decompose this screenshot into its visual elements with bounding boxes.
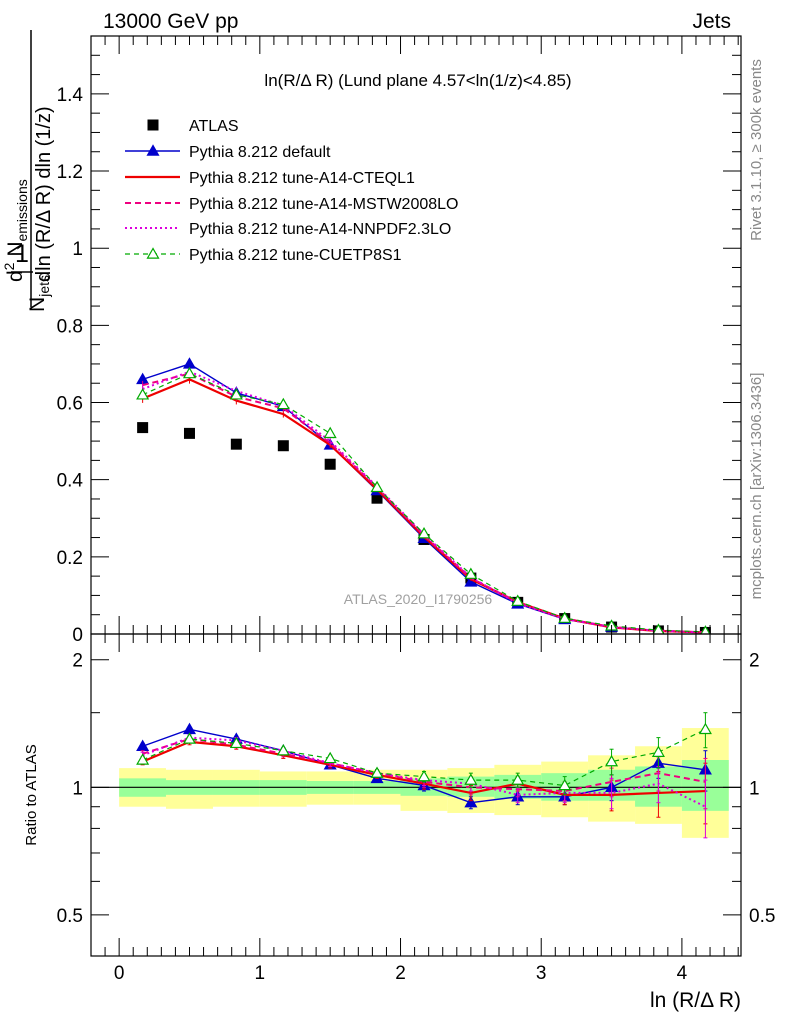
ylabel-main-sub: emissions xyxy=(14,179,30,241)
legend-item: Pythia 8.212 tune-A14-MSTW2008LO xyxy=(125,196,458,213)
ratio-xtick-label: 4 xyxy=(677,963,688,984)
main-ytick-label: 0.2 xyxy=(57,548,83,569)
main-ytick-label: 0.8 xyxy=(57,316,83,337)
legend-item: Pythia 8.212 tune-CUETP8S1 xyxy=(125,247,402,264)
main-plot: 0 0.2 0.4 0.6 0.8 1 1.2 1.4 ln(R/Δ R) (Lund pla… xyxy=(57,35,742,646)
ratio-series-point xyxy=(605,754,619,767)
ratio-xtick-label: 1 xyxy=(255,963,266,984)
series-point xyxy=(323,426,337,439)
x-axis-label: ln (R/Δ R) xyxy=(650,989,741,1012)
ratio-ytick-label-right: 2 xyxy=(749,651,760,672)
ratio-ytick-label-right: 0.5 xyxy=(749,906,775,927)
ratio-series-point xyxy=(558,778,572,791)
data-point xyxy=(183,427,195,439)
series-pythia-8-212-tune-cuetp8s1 xyxy=(136,366,711,634)
series-point xyxy=(652,623,665,634)
ratio-ytick-label: 2 xyxy=(72,651,83,672)
ratio-series-point xyxy=(136,753,150,765)
legend-marker xyxy=(146,247,160,259)
legend-marker xyxy=(147,119,159,131)
ratio-series-point xyxy=(464,773,478,785)
ylabel-main: d xyxy=(4,270,27,282)
legend-label: Pythia 8.212 tune-A14-CTEQL1 xyxy=(189,170,415,187)
ratio-series-point xyxy=(182,722,197,735)
mcplots-label: mcplots.cern.ch [arXiv:1306.3436] xyxy=(748,373,765,600)
series-point xyxy=(511,594,525,606)
ratio-series-point xyxy=(511,773,525,785)
ratio-plot: 0.5 0.5 1 1 2 2 0 1 2 3 4 xyxy=(57,633,775,984)
main-y-axis-label: 1 Njets d2 Nemissions dln (R/Δ R) dln (1… xyxy=(1,30,55,312)
ratio-ytick-label-right: 1 xyxy=(749,778,760,799)
svg-text:d2 Nemissions: d2 Nemissions xyxy=(1,179,30,282)
main-ytick-label: 1.2 xyxy=(57,162,83,183)
ratio-series-point xyxy=(229,736,243,749)
ratio-y-axis-label: Ratio to ATLAS xyxy=(23,744,40,845)
legend-item: ATLAS xyxy=(147,118,239,135)
legend: ATLAS Pythia 8.212 default Pythia 8.212 tu… xyxy=(125,118,458,264)
ratio-series-point xyxy=(464,795,478,808)
series-point xyxy=(276,397,290,410)
ylabel-line2: dln (R/Δ R) dln (1/z) xyxy=(33,106,55,282)
ylabel-frac-den: N xyxy=(26,297,49,312)
main-title: ln(R/Δ R) (Lund plane 4.57<ln(1/z)<4.85) xyxy=(264,71,571,90)
legend-label: Pythia 8.212 tune-A14-NNPDF2.3LO xyxy=(189,221,451,238)
data-point xyxy=(371,492,383,504)
ratio-ytick-label: 1 xyxy=(72,778,83,799)
ylabel-main-n: N xyxy=(4,242,27,263)
ylabel-den-sub: jets xyxy=(36,275,52,298)
watermark: ATLAS_2020_I1790256 xyxy=(344,591,493,607)
data-point xyxy=(324,458,336,470)
ratio-frame xyxy=(90,633,742,957)
ratio-series-point xyxy=(276,744,290,756)
header-right: Jets xyxy=(692,10,731,33)
ratio-series-point xyxy=(651,745,665,757)
data-point xyxy=(277,440,289,452)
ratio-series-point xyxy=(698,722,712,735)
ratio-series-point xyxy=(417,769,431,782)
series-point xyxy=(370,480,384,493)
series-point xyxy=(700,625,711,634)
ratio-series-point xyxy=(182,732,197,744)
main-ytick-label: 0.6 xyxy=(57,394,83,415)
header-left: 13000 GeV pp xyxy=(103,10,238,33)
ratio-xtick-label: 2 xyxy=(395,963,406,984)
series-point xyxy=(136,388,150,400)
data-point xyxy=(230,438,242,450)
series-point xyxy=(558,611,572,623)
ylabel-frac-num: 1 xyxy=(15,240,29,268)
series-point xyxy=(182,357,197,369)
legend-item: Pythia 8.212 tune-A14-NNPDF2.3LO xyxy=(125,221,451,238)
legend-label: Pythia 8.212 default xyxy=(189,144,331,161)
main-ytick-label: 0 xyxy=(72,625,83,646)
main-ytick-label: 0.4 xyxy=(57,471,84,492)
data-point xyxy=(137,422,149,434)
ratio-series-point xyxy=(323,751,337,764)
ratio-series-point xyxy=(370,766,384,778)
ratio-xtick-label: 0 xyxy=(114,963,125,984)
ratio-ytick-label: 0.5 xyxy=(57,906,83,927)
series-point xyxy=(229,388,243,400)
legend-label: ATLAS xyxy=(189,118,239,135)
ratio-xtick-label: 3 xyxy=(536,963,547,984)
series-point xyxy=(464,567,478,579)
legend-label: Pythia 8.212 tune-CUETP8S1 xyxy=(189,247,402,264)
legend-item: Pythia 8.212 tune-A14-CTEQL1 xyxy=(125,170,415,187)
series-point xyxy=(182,366,197,379)
main-ytick-label: 1.4 xyxy=(57,85,84,106)
main-ytick-label: 1 xyxy=(72,239,83,260)
series-point xyxy=(417,526,431,539)
legend-label: Pythia 8.212 tune-A14-MSTW2008LO xyxy=(189,196,458,213)
rivet-label: Rivet 3.1.10, ≥ 300k events xyxy=(748,59,765,241)
ylabel-main-sup: 2 xyxy=(1,262,17,270)
legend-marker xyxy=(146,144,160,156)
ratio-series-pythia-8-212-tune-cuetp8s1 xyxy=(136,712,712,796)
legend-item: Pythia 8.212 default xyxy=(125,144,331,161)
